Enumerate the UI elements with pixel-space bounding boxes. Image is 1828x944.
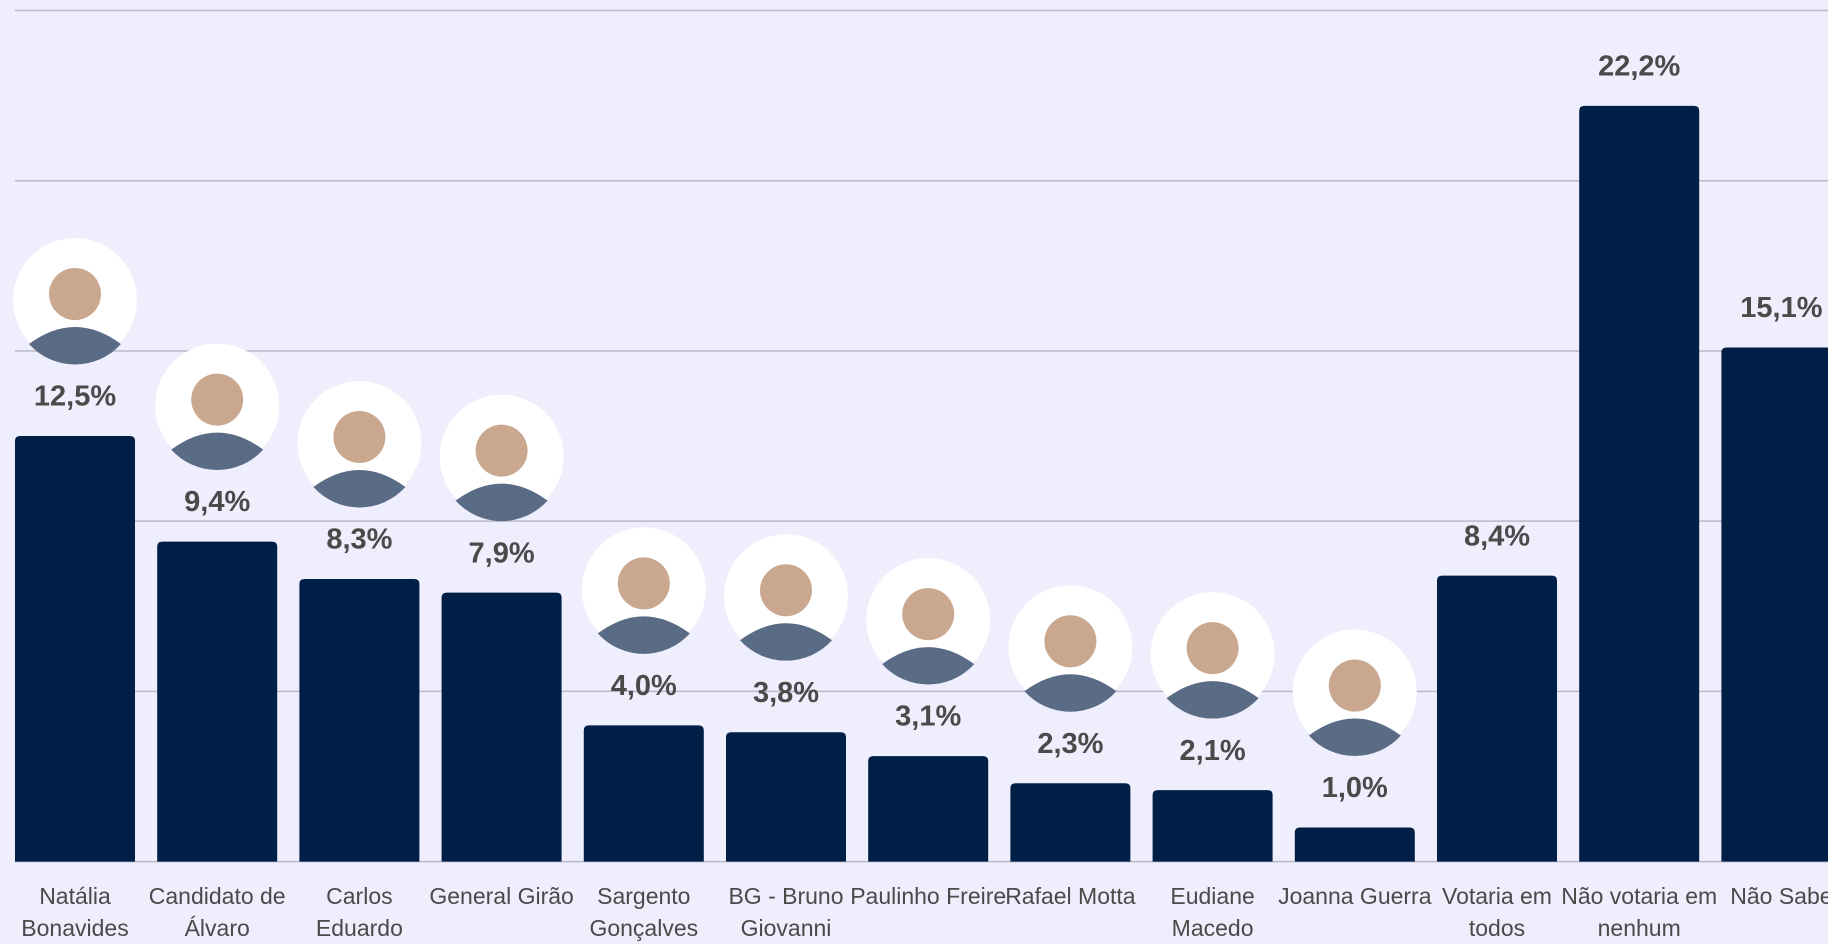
bar <box>157 541 278 862</box>
photo-face <box>475 424 528 477</box>
x-tick-label: Não Sabe <box>1730 883 1828 909</box>
value-label: 9,4% <box>184 486 250 518</box>
bar <box>726 732 846 862</box>
x-tick-label: Votaria em todos <box>1442 883 1552 941</box>
photo-shoulders <box>1166 681 1259 719</box>
value-label: 8,3% <box>326 524 392 556</box>
photo-face <box>760 564 812 617</box>
value-label: 1,0% <box>1322 772 1388 804</box>
photo-shoulders <box>313 470 406 508</box>
photo-face <box>617 557 670 610</box>
photo-face <box>333 411 386 464</box>
bar <box>299 579 420 862</box>
x-tick-label: General Girão <box>429 883 574 909</box>
bar <box>441 592 562 862</box>
bar <box>1010 783 1131 862</box>
value-label: 4,0% <box>611 670 677 702</box>
photo-shoulders <box>740 623 832 661</box>
x-tick-label: BG - Bruno Giovanni <box>728 883 844 941</box>
bar <box>583 725 704 862</box>
x-tick-label: Carlos Eduardo <box>315 883 403 941</box>
bar <box>15 436 135 862</box>
x-tick-label: Joanna Guerra <box>1278 883 1432 909</box>
photo-shoulders <box>1024 674 1117 712</box>
value-label: 15,1% <box>1740 292 1822 324</box>
photo-shoulders <box>455 483 548 522</box>
photo-shoulders <box>29 327 121 365</box>
value-label: 3,8% <box>753 677 819 709</box>
bar <box>1152 790 1273 862</box>
value-label: 2,3% <box>1037 728 1103 760</box>
x-tick-label: Sargento Gonçalves <box>589 883 699 941</box>
x-tick-label: Eudiane Macedo <box>1170 883 1255 941</box>
photo-shoulders <box>1308 718 1401 756</box>
bar <box>1437 575 1557 862</box>
value-label: 8,4% <box>1464 520 1530 552</box>
value-label: 7,9% <box>469 537 535 569</box>
photo-shoulders <box>882 647 975 685</box>
bar <box>868 756 989 862</box>
photo-shoulders <box>597 616 690 654</box>
bar <box>1579 105 1700 862</box>
x-tick-label: Paulinho Freire <box>850 883 1007 909</box>
photo-face <box>1186 622 1239 675</box>
x-tick-label: Não votaria em nenhum <box>1561 883 1718 941</box>
photo-shoulders <box>171 432 264 471</box>
value-label: 12,5% <box>34 381 116 413</box>
x-tick-label: Natália Bonavides <box>21 883 129 941</box>
photo-face <box>1328 659 1381 712</box>
bar <box>1294 827 1415 862</box>
x-tick-label: Candidato de Álvaro <box>148 883 286 941</box>
bar <box>1721 347 1828 862</box>
value-label: 2,1% <box>1180 735 1246 767</box>
x-tick-label: Rafael Motta <box>1005 883 1136 909</box>
photo-face <box>902 588 955 641</box>
photo-face <box>1044 615 1097 668</box>
photo-face <box>49 268 101 321</box>
value-label: 22,2% <box>1598 50 1680 82</box>
value-label: 3,1% <box>895 701 961 733</box>
photo-face <box>191 373 244 426</box>
